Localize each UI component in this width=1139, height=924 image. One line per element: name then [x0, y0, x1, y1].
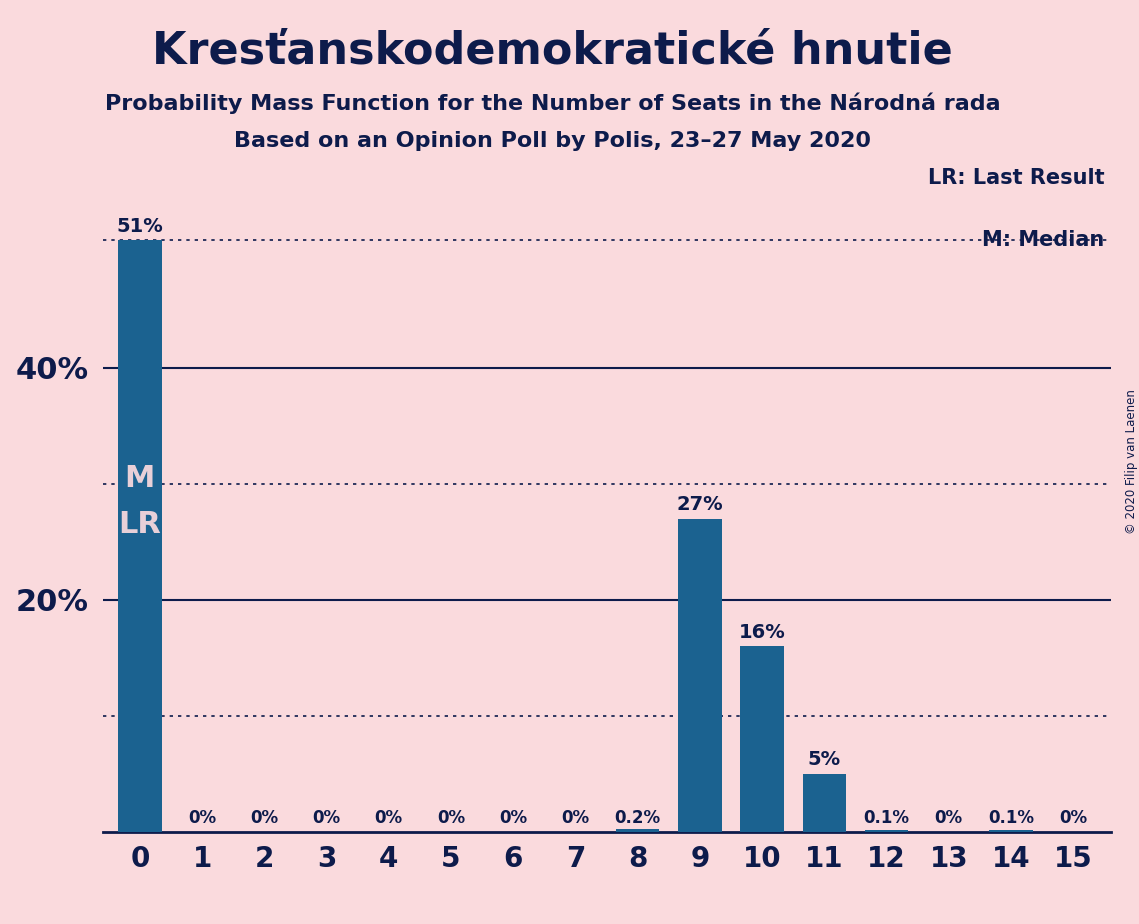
Text: 0%: 0% [935, 809, 962, 827]
Text: 0%: 0% [1059, 809, 1088, 827]
Text: 27%: 27% [677, 495, 723, 514]
Text: LR: LR [118, 510, 162, 539]
Bar [678, 518, 722, 832]
Text: Kresťanskodemokratické hnutie: Kresťanskodemokratické hnutie [151, 30, 953, 73]
Text: © 2020 Filip van Laenen: © 2020 Filip van Laenen [1124, 390, 1138, 534]
Bar [865, 831, 908, 832]
Text: 5%: 5% [808, 750, 841, 769]
Bar [989, 831, 1033, 832]
Text: 51%: 51% [116, 217, 163, 236]
Text: 0%: 0% [312, 809, 341, 827]
Bar [118, 240, 162, 832]
Text: LR: Last Result: LR: Last Result [927, 168, 1105, 188]
Text: 0%: 0% [499, 809, 527, 827]
Text: 0%: 0% [562, 809, 590, 827]
Text: 0%: 0% [375, 809, 403, 827]
Text: Probability Mass Function for the Number of Seats in the Národná rada: Probability Mass Function for the Number… [105, 92, 1000, 114]
Text: 0.1%: 0.1% [863, 809, 910, 827]
Bar [616, 829, 659, 832]
Text: 0%: 0% [251, 809, 278, 827]
Text: 0.1%: 0.1% [988, 809, 1034, 827]
Bar [740, 646, 784, 832]
Text: Based on an Opinion Poll by Polis, 23–27 May 2020: Based on an Opinion Poll by Polis, 23–27… [233, 131, 871, 152]
Text: M: M [124, 464, 155, 492]
Text: M: Median: M: Median [982, 230, 1105, 250]
Text: 16%: 16% [739, 623, 786, 641]
Text: 0.2%: 0.2% [615, 809, 661, 827]
Text: 0%: 0% [437, 809, 465, 827]
Bar [803, 773, 846, 832]
Text: 0%: 0% [188, 809, 216, 827]
